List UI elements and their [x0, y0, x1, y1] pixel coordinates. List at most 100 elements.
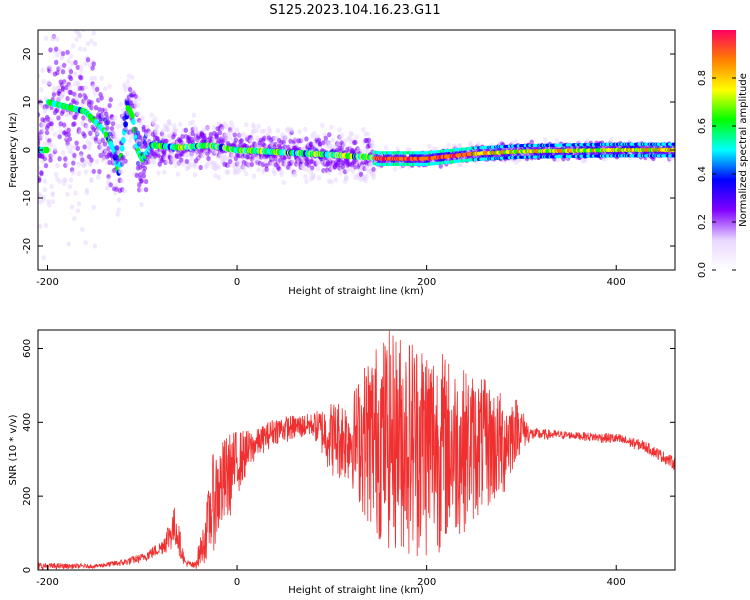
spectral-cell — [224, 124, 230, 130]
spectral-cell — [363, 178, 368, 184]
spectral-cell — [438, 163, 443, 169]
spectral-cell — [118, 169, 124, 175]
spectrogram-heatmap — [38, 16, 675, 261]
spectral-cell — [38, 223, 43, 229]
spectral-cell — [51, 35, 57, 41]
spectral-cell — [364, 173, 369, 180]
spectral-cell — [93, 105, 99, 111]
y-tick-label: -20 — [22, 238, 33, 254]
spectral-cell — [42, 187, 48, 193]
spectral-cell — [39, 169, 44, 176]
spectral-cell — [59, 18, 63, 23]
spectral-cell — [91, 61, 96, 67]
spectral-cell — [121, 154, 126, 160]
spectral-cell — [97, 169, 102, 175]
spectral-cell — [216, 174, 222, 181]
spectral-cell — [41, 121, 46, 127]
spectral-cell — [336, 141, 341, 147]
spectral-cell — [80, 226, 85, 232]
spectral-cell — [74, 140, 79, 146]
spectral-cell — [89, 105, 94, 111]
spectrogram-x-label: Height of straight line (km) — [288, 286, 424, 297]
spectral-cell — [315, 166, 321, 172]
spectral-cell — [154, 130, 159, 136]
spectral-cell — [232, 132, 237, 138]
spectral-cell — [79, 68, 84, 74]
spectrogram-y-ticks: -20 -10 0 10 20 — [22, 48, 675, 254]
spectral-cell — [48, 47, 53, 53]
spectral-cell — [249, 137, 255, 143]
spectral-cell — [48, 18, 52, 23]
spectral-cell — [395, 146, 400, 152]
colorbar-tick-label: 0.8 — [697, 70, 708, 86]
spectral-cell — [114, 137, 119, 143]
spectral-cell — [251, 173, 257, 179]
spectral-cell — [160, 128, 166, 134]
spectral-cell — [513, 138, 518, 145]
snr-x-label: Height of straight line (km) — [288, 585, 424, 596]
spectral-cell — [71, 43, 76, 49]
spectral-cell — [75, 208, 81, 214]
spectral-cell — [68, 69, 74, 75]
spectral-cell — [85, 41, 91, 47]
spectral-cell — [67, 136, 73, 142]
spectral-cell — [206, 160, 211, 167]
x-tick-label: 200 — [417, 277, 436, 288]
spectral-cell — [99, 75, 104, 81]
snr-y-label: SNR (10 * v/v) — [8, 414, 19, 485]
spectral-cell — [283, 135, 289, 141]
spectral-cell — [457, 142, 463, 149]
spectral-cell — [79, 22, 83, 27]
spectral-cell — [229, 129, 234, 135]
snr-x-ticks: -200 0 200 400 — [36, 565, 626, 588]
spectral-cell — [189, 155, 194, 162]
spectral-cell — [116, 207, 121, 213]
spectral-cell — [65, 95, 70, 102]
spectral-cell — [76, 201, 82, 207]
spectral-cell — [190, 119, 195, 125]
spectral-cell — [317, 141, 323, 147]
spectral-cell — [366, 137, 372, 143]
spectral-cell — [47, 80, 52, 86]
spectral-cell — [137, 96, 142, 102]
spectral-cell — [88, 130, 93, 136]
spectral-peak — [119, 145, 125, 152]
spectral-cell — [96, 174, 101, 180]
spectral-cell — [275, 128, 281, 134]
spectral-cell — [108, 182, 114, 188]
spectral-cell — [603, 156, 608, 162]
spectral-cell — [316, 175, 322, 181]
spectral-cell — [383, 145, 389, 151]
spectral-cell — [83, 60, 88, 67]
spectral-cell — [243, 122, 249, 128]
spectral-cell — [54, 16, 58, 21]
spectral-cell — [184, 158, 190, 165]
spectral-cell — [106, 177, 111, 183]
spectral-cell — [38, 141, 41, 147]
spectral-cell — [63, 156, 68, 162]
spectral-cell — [543, 136, 548, 143]
spectral-cell — [89, 177, 94, 183]
spectral-cell — [338, 170, 343, 176]
spectral-cell — [49, 183, 54, 190]
spectral-cell — [58, 129, 63, 135]
spectral-cell — [47, 202, 52, 208]
x-tick-label: 400 — [607, 277, 626, 288]
spectral-cell — [55, 162, 60, 169]
spectral-cell — [77, 92, 83, 99]
spectral-cell — [155, 124, 160, 130]
spectral-cell — [48, 64, 53, 71]
spectral-cell — [80, 157, 85, 163]
spectral-cell — [122, 188, 127, 194]
spectral-cell — [74, 94, 79, 100]
spectral-cell — [162, 149, 167, 155]
spectral-cell — [115, 145, 120, 151]
spectral-cell — [71, 160, 76, 166]
spectral-cell — [140, 115, 145, 121]
spectral-cell — [89, 75, 94, 81]
spectral-cell — [290, 159, 295, 165]
spectral-cell — [79, 75, 84, 81]
spectral-cell — [74, 36, 79, 43]
spectral-cell — [217, 130, 223, 136]
spectral-cell — [75, 64, 81, 70]
